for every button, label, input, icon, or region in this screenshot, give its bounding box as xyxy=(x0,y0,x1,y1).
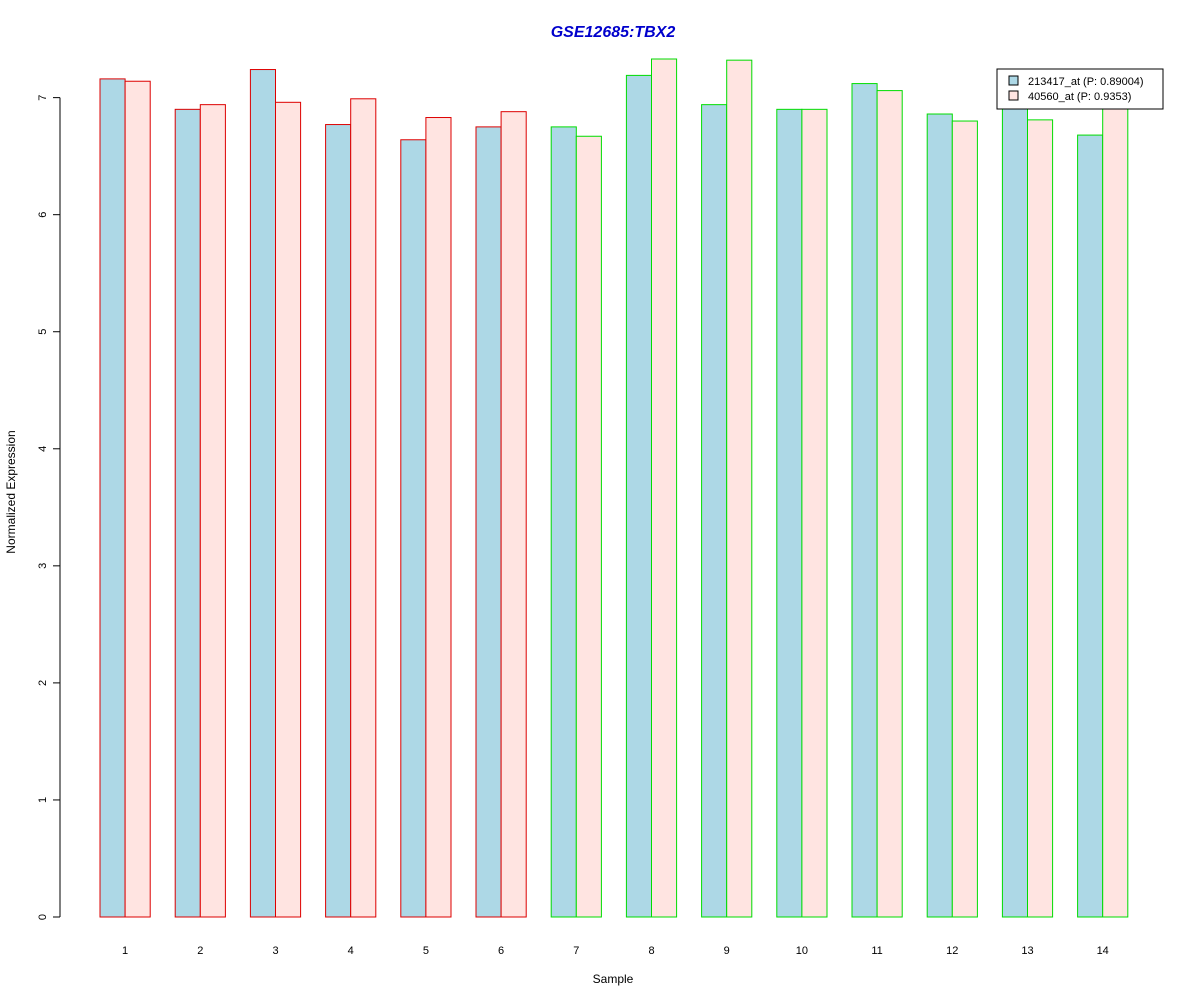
bar-s1-sample-1 xyxy=(100,79,125,917)
bar-s2-sample-4 xyxy=(351,99,376,917)
y-tick-label: 5 xyxy=(37,329,49,335)
bar-s2-sample-11 xyxy=(877,91,902,917)
bar-s1-sample-5 xyxy=(401,140,426,917)
y-tick-label: 6 xyxy=(37,212,49,218)
x-tick-label: 12 xyxy=(946,945,958,957)
legend-label-2: 40560_at (P: 0.9353) xyxy=(1028,91,1131,103)
bar-s1-sample-4 xyxy=(326,125,351,917)
bar-s2-sample-12 xyxy=(952,121,977,917)
y-axis-label: Normalized Expression xyxy=(4,430,18,553)
y-axis: 0 1 2 3 4 5 6 7 xyxy=(37,95,60,920)
chart-title: GSE12685:TBX2 xyxy=(551,24,676,41)
bar-s1-sample-13 xyxy=(1002,99,1027,917)
legend: 213417_at (P: 0.89004) 40560_at (P: 0.93… xyxy=(997,69,1163,109)
x-tick-label: 8 xyxy=(648,945,654,957)
bar-s2-sample-5 xyxy=(426,118,451,917)
x-tick-label: 14 xyxy=(1097,945,1109,957)
x-tick-label: 6 xyxy=(498,945,504,957)
bar-s1-sample-3 xyxy=(250,70,275,917)
legend-swatch-2 xyxy=(1009,91,1018,100)
bar-s1-sample-6 xyxy=(476,127,501,917)
x-tick-label: 5 xyxy=(423,945,429,957)
bar-s1-sample-9 xyxy=(702,105,727,917)
bar-s1-sample-7 xyxy=(551,127,576,917)
y-tick-label: 4 xyxy=(37,446,49,452)
bar-s2-sample-14 xyxy=(1103,99,1128,917)
y-tick-label: 2 xyxy=(37,680,49,686)
bar-s2-sample-8 xyxy=(652,59,677,917)
bar-s2-sample-13 xyxy=(1028,120,1053,917)
x-tick-label: 3 xyxy=(272,945,278,957)
bars xyxy=(100,59,1128,917)
bar-s1-sample-11 xyxy=(852,84,877,917)
bar-s2-sample-2 xyxy=(200,105,225,917)
legend-label-1: 213417_at (P: 0.89004) xyxy=(1028,76,1144,88)
legend-box xyxy=(997,69,1163,109)
bar-s2-sample-7 xyxy=(576,136,601,917)
y-tick-label: 3 xyxy=(37,563,49,569)
x-tick-label: 11 xyxy=(871,945,882,957)
y-tick-label: 7 xyxy=(37,95,49,101)
bar-s1-sample-8 xyxy=(626,75,651,917)
x-tick-label: 1 xyxy=(122,945,128,957)
bar-s2-sample-3 xyxy=(276,102,301,917)
x-tick-label: 10 xyxy=(796,945,808,957)
x-axis-label: Sample xyxy=(593,972,634,986)
x-tick-label: 9 xyxy=(724,945,730,957)
bar-s1-sample-12 xyxy=(927,114,952,917)
bar-s2-sample-10 xyxy=(802,109,827,917)
bar-s2-sample-1 xyxy=(125,81,150,917)
y-tick-label: 1 xyxy=(37,797,49,803)
y-tick-label: 0 xyxy=(37,914,49,920)
bar-s1-sample-10 xyxy=(777,109,802,917)
x-tick-label: 13 xyxy=(1021,945,1033,957)
x-tick-label: 7 xyxy=(573,945,579,957)
bar-s2-sample-6 xyxy=(501,112,526,917)
bar-s2-sample-9 xyxy=(727,60,752,917)
x-tick-label: 2 xyxy=(197,945,203,957)
bar-s1-sample-2 xyxy=(175,109,200,917)
legend-swatch-1 xyxy=(1009,76,1018,85)
x-tick-label: 4 xyxy=(348,945,354,957)
bar-s1-sample-14 xyxy=(1078,135,1103,917)
x-tick-labels: 1 2 3 4 5 6 7 8 9 10 11 12 13 14 xyxy=(122,945,1109,957)
y-ticks: 0 1 2 3 4 5 6 7 xyxy=(37,95,60,920)
